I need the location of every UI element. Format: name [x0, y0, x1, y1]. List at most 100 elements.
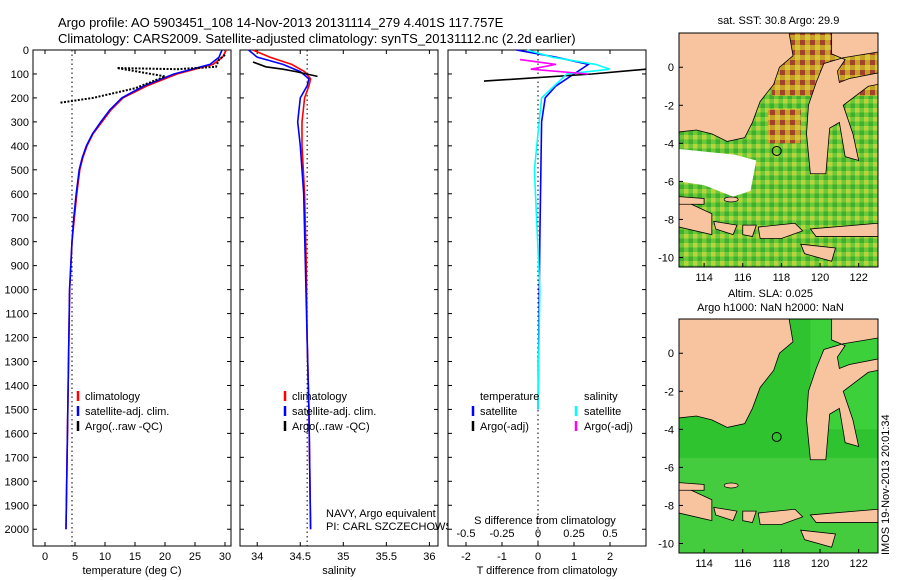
temperature-y-tick-label: 0 [23, 45, 29, 57]
temperature-y-tick-label: 300 [11, 117, 29, 129]
temperature-x-tick-label: 5 [72, 551, 78, 563]
difference-x2-label: S difference from climatology [474, 515, 616, 527]
land-bali [713, 506, 738, 522]
land-sulawesi [806, 33, 878, 175]
sst-map-field [679, 33, 878, 267]
sla-map-y-tick-label: -4 [664, 424, 674, 436]
sst-map-y-tick-label: -10 [658, 252, 674, 264]
difference-x2-tick-label: 0.5 [602, 528, 617, 540]
sst-map-y-tick-label: 0 [668, 62, 674, 74]
sst-map-y-tick-label: -8 [664, 214, 674, 226]
temperature-y-tick-label: 1500 [5, 404, 29, 416]
salinity-legend-label: satellite-adj. clim. [292, 406, 376, 418]
sst-warm-region-strait [767, 109, 801, 144]
sla-map-x-tick-label: 120 [811, 558, 829, 570]
difference-legend-title-left: temperature [480, 391, 539, 403]
temperature-x-tick-label: 15 [129, 551, 141, 563]
land-sumbawa [757, 222, 804, 239]
salinity-annotation: NAVY, Argo equivalent [326, 508, 436, 520]
temperature-plot-frame [32, 49, 232, 547]
sla-map-x-tick-label: 122 [849, 558, 867, 570]
sla-map-frame [678, 318, 879, 554]
difference-x2-tick-label: 0 [535, 528, 541, 540]
difference-legend-label: satellite [480, 406, 517, 418]
sla-map-field [679, 319, 878, 553]
sla-map-argo-marker [771, 431, 782, 442]
salinity-x-tick-label: 35 [337, 551, 349, 563]
temperature-x-label: temperature (deg C) [82, 565, 181, 577]
salinity-x-label: salinity [322, 565, 356, 577]
side-timestamp: IMOS 19-Nov-2013 20:01:34 [880, 414, 892, 555]
difference-x-label: T difference from climatology [477, 565, 618, 577]
land-java [679, 198, 713, 236]
land-sumbawa [757, 508, 804, 525]
land-lombok [742, 224, 757, 238]
salinity-x-tick-label: 34 [251, 551, 263, 563]
salinity-annotation: PI: CARL SZCZECHOWSKI [326, 521, 463, 533]
sst-map-x-tick-label: 116 [734, 272, 752, 284]
sla-map-title: Altim. SLA: 0.025 [728, 288, 813, 300]
difference-series-s-satellite [526, 49, 611, 410]
temperature-y-tick-label: 1100 [5, 309, 29, 321]
difference-x2-tick-label: -0.5 [457, 528, 476, 540]
difference-x-tick-label: -1 [497, 551, 507, 563]
temperature-x-tick-label: 10 [99, 551, 111, 563]
temperature-y-tick-label: 2000 [5, 524, 29, 536]
temperature-series-argo [59, 54, 226, 104]
temperature-x-tick-label: 20 [159, 551, 171, 563]
sst-missing-data [679, 149, 757, 197]
difference-x-tick-label: 1 [571, 551, 577, 563]
salinity-series-argo [252, 61, 318, 78]
land-sumba [800, 529, 837, 548]
salinity-chart: 34 34.5 35 35.5 36 salinity climatology satelli… [239, 49, 463, 577]
difference-legend-label-right: Argo(-adj) [584, 421, 633, 433]
salinity-x-tick-label: 35.5 [376, 551, 397, 563]
temperature-y-tick-label: 100 [11, 69, 29, 81]
temperature-x-tick-label: 30 [219, 551, 231, 563]
land-lombok [742, 510, 757, 524]
temperature-y-tick-label: 1900 [5, 500, 29, 512]
temperature-y-tick-label: 1400 [5, 380, 29, 392]
temperature-y-tick-label: 600 [11, 189, 29, 201]
difference-legend-label: Argo(-adj) [480, 421, 529, 433]
temperature-y-tick-label: 1200 [5, 333, 29, 345]
difference-plot-frame [447, 49, 647, 547]
header-line-2: Climatology: CARS2009. Satellite-adjuste… [58, 31, 576, 46]
temperature-legend-label: Argo(..raw -QC) [85, 421, 163, 433]
temperature-chart: 0 5 10 15 20 25 300100200300400500600700800900… [5, 45, 232, 577]
sst-map-y-tick-label: -2 [664, 100, 674, 112]
land-sulawesi [806, 319, 878, 461]
sla-map-y-tick-label: -2 [664, 386, 674, 398]
sla-map-y-tick-label: -8 [664, 500, 674, 512]
sla-map-panel: 114 116 118 120 122 0 -2 -4 -6 -8 -10 Altim. SLA: 0… [658, 288, 879, 570]
salinity-x-tick-label: 36 [423, 551, 435, 563]
temperature-legend-label: satellite-adj. clim. [85, 406, 169, 418]
temperature-y-tick-label: 1800 [5, 476, 29, 488]
difference-legend-label-right: satellite [584, 406, 621, 418]
temperature-legend-label: climatology [85, 391, 141, 403]
temperature-y-tick-label: 800 [11, 237, 29, 249]
temperature-series-satellite-adj-clim- [65, 49, 223, 530]
salinity-series-satellite-adj-clim- [248, 49, 312, 530]
land-flores [809, 222, 878, 237]
salinity-plot-frame [239, 49, 439, 547]
land-bali [713, 220, 738, 236]
sla-map-y-tick-label: -10 [658, 538, 674, 550]
temperature-y-tick-label: 500 [11, 165, 29, 177]
sst-map-argo-marker [771, 145, 782, 156]
difference-chart: -2 -1 0 1 2 -0.5 -0.25 0 0.25 0.5S difference fro… [447, 49, 647, 577]
sst-map-frame [678, 32, 879, 268]
land-sumba [800, 243, 837, 262]
salinity-x-tick-label: 34.5 [290, 551, 311, 563]
sst-map-x-tick-label: 120 [811, 272, 829, 284]
sst-map-panel: 114 116 118 120 122 0 -2 -4 -6 -8 -10 sat. SST: 30.… [658, 15, 879, 284]
sst-map-x-tick-label: 122 [849, 272, 867, 284]
land-flores [809, 508, 878, 523]
sla-map-x-tick-label: 116 [734, 558, 752, 570]
temperature-y-tick-label: 1000 [5, 285, 29, 297]
sst-map-x-tick-label: 114 [695, 272, 713, 284]
difference-x-tick-label: -2 [461, 551, 471, 563]
salinity-legend-label: climatology [292, 391, 348, 403]
temperature-x-tick-label: 0 [42, 551, 48, 563]
